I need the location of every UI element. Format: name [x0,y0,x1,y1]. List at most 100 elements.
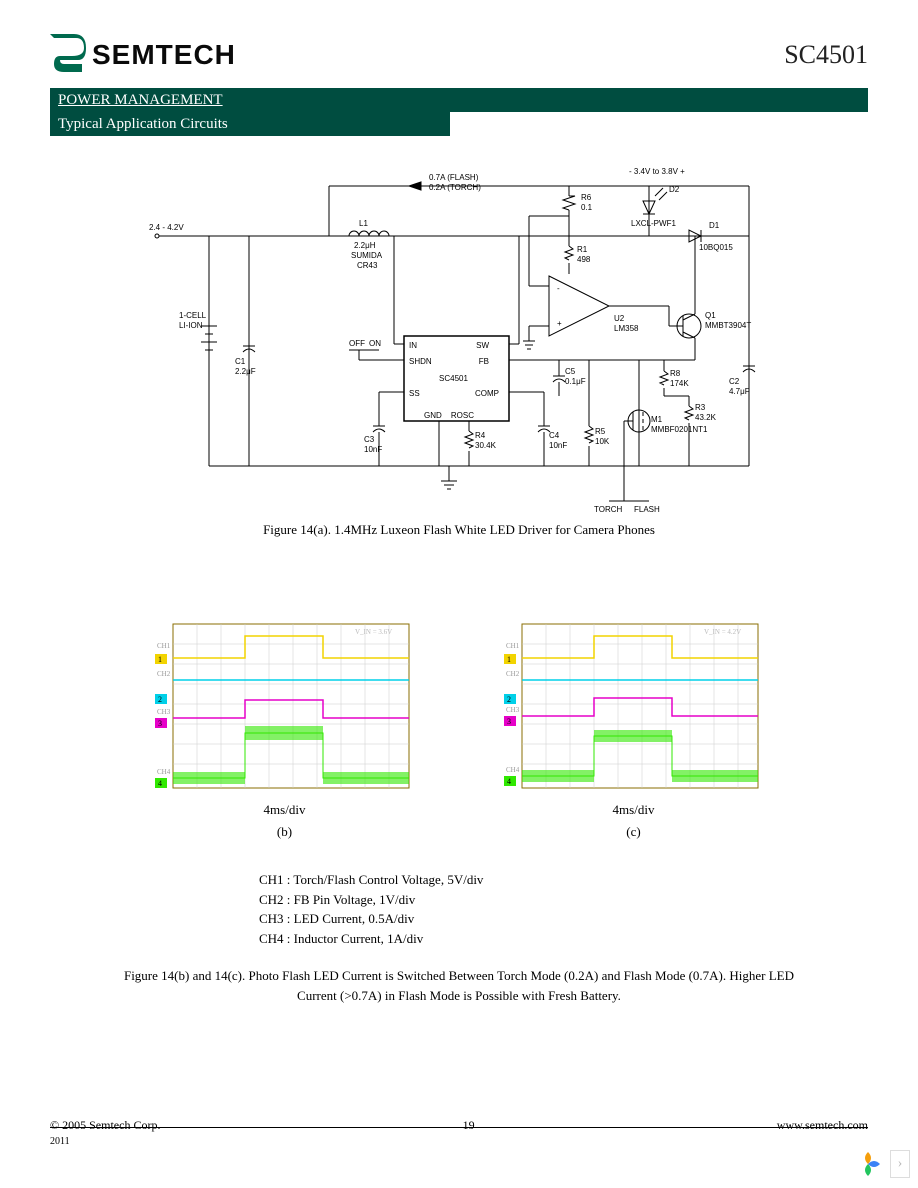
svg-text:C2: C2 [729,377,740,386]
svg-text:- 3.4V to 3.8V +: - 3.4V to 3.8V + [629,167,685,176]
svg-text:174K: 174K [670,379,689,388]
svg-text:R6: R6 [581,193,592,202]
page-header: SEMTECH SC4501 [50,30,868,80]
next-page-button[interactable]: › [890,1150,910,1178]
svg-text:30.4K: 30.4K [475,441,497,450]
svg-text:OFF: OFF [349,339,365,348]
figure-14bc-caption: Figure 14(b) and 14(c). Photo Flash LED … [110,966,808,1005]
svg-text:0.2A (TORCH): 0.2A (TORCH) [429,183,481,192]
svg-text:R1: R1 [577,245,588,254]
svg-text:1-CELL: 1-CELL [179,311,207,320]
svg-text:2.4 - 4.2V: 2.4 - 4.2V [149,223,184,232]
section-bar: POWER MANAGEMENT [50,88,868,112]
svg-text:10nF: 10nF [549,441,567,450]
svg-text:C5: C5 [565,367,576,376]
svg-text:3: 3 [158,719,162,728]
svg-text:U2: U2 [614,314,625,323]
svg-text:R5: R5 [595,427,606,436]
scope-b-sublabel: (b) [277,824,292,840]
channel-legend: CH1 : Torch/Flash Control Voltage, 5V/di… [259,870,659,948]
svg-text:C4: C4 [549,431,560,440]
svg-text:TORCH: TORCH [594,505,623,514]
legend-ch4: CH4 : Inductor Current, 1A/div [259,929,659,949]
svg-text:ON: ON [369,339,381,348]
svg-text:M1: M1 [651,415,663,424]
svg-text:L1: L1 [359,219,368,228]
svg-text:R3: R3 [695,403,706,412]
figure-14a-caption: Figure 14(a). 1.4MHz Luxeon Flash White … [50,522,868,538]
svg-text:C1: C1 [235,357,246,366]
svg-text:2: 2 [158,695,162,704]
part-number: SC4501 [784,40,868,70]
section-bar-text: POWER MANAGEMENT [58,92,223,108]
scope-b-xlabel: 4ms/div [264,802,306,818]
logo-text: SEMTECH [92,39,236,71]
scope-b-column: CH1 CH2 CH3 CH4 1 2 3 4 V_IN = 3.6V 4ms/… [155,618,415,840]
logo: SEMTECH [50,34,236,76]
footer-url: www.semtech.com [777,1118,868,1148]
svg-text:Q1: Q1 [705,311,716,320]
svg-text:D1: D1 [709,221,720,230]
svg-text:0.1: 0.1 [581,203,593,212]
svg-text:C3: C3 [364,435,375,444]
svg-text:GND: GND [424,411,442,420]
svg-text:3: 3 [507,717,511,726]
svg-text:CR43: CR43 [357,261,378,270]
svg-text:MMBF0201NT1: MMBF0201NT1 [651,425,708,434]
footer-page: 19 [463,1118,475,1148]
scope-c-sublabel: (c) [626,824,640,840]
svg-text:2.2μF: 2.2μF [235,367,256,376]
svg-text:FB: FB [479,357,489,366]
svg-text:SS: SS [409,389,420,398]
svg-text:SC4501: SC4501 [439,374,468,383]
scope-c-column: CH1 CH2 CH3 CH4 1 2 3 4 V_IN = 4.2V 4ms/… [504,618,764,840]
logo-icon [50,34,86,76]
viewer-controls: › [852,1148,910,1180]
footer-copyright: © 2005 Semtech Corp. 2011 [50,1118,160,1148]
svg-text:4.7μF: 4.7μF [729,387,750,396]
svg-text:+: + [557,319,562,328]
svg-text:CH1: CH1 [157,642,171,650]
svg-text:10nF: 10nF [364,445,382,454]
svg-text:FLASH: FLASH [634,505,660,514]
svg-text:MMBT3904T: MMBT3904T [705,321,751,330]
svg-text:CH3: CH3 [157,708,171,716]
svg-text:498: 498 [577,255,591,264]
svg-text:10K: 10K [595,437,610,446]
svg-text:2: 2 [507,695,511,704]
legend-ch1: CH1 : Torch/Flash Control Voltage, 5V/di… [259,870,659,890]
svg-text:4: 4 [507,777,511,786]
svg-text:CH4: CH4 [506,766,520,774]
page-root: SEMTECH SC4501 POWER MANAGEMENT Typical … [0,0,918,1188]
svg-text:1: 1 [507,655,511,664]
svg-text:1: 1 [158,655,162,664]
subsection-bar: Typical Application Circuits [50,112,450,136]
svg-text:R4: R4 [475,431,486,440]
scope-row: CH1 CH2 CH3 CH4 1 2 3 4 V_IN = 3.6V 4ms/… [50,618,868,840]
svg-text:SUMIDA: SUMIDA [351,251,383,260]
svg-text:LM358: LM358 [614,324,639,333]
svg-text:0.7A (FLASH): 0.7A (FLASH) [429,173,479,182]
scope-b: CH1 CH2 CH3 CH4 1 2 3 4 V_IN = 3.6V [155,618,415,798]
page-footer: © 2005 Semtech Corp. 2011 19 www.semtech… [50,1118,868,1148]
legend-ch3: CH3 : LED Current, 0.5A/div [259,909,659,929]
svg-text:D2: D2 [669,185,680,194]
schematic-diagram: 2.4 - 4.2V 0.7A (FLASH) 0.2A (TORCH) - 3… [149,146,769,516]
svg-text:V_IN = 3.6V: V_IN = 3.6V [355,628,392,636]
svg-text:LI-ION: LI-ION [179,321,203,330]
scope-c-xlabel: 4ms/div [613,802,655,818]
subsection-bar-text: Typical Application Circuits [58,116,228,132]
svg-text:CH4: CH4 [157,768,171,776]
svg-text:4: 4 [158,779,162,788]
svg-text:CH2: CH2 [506,670,520,678]
scope-c: CH1 CH2 CH3 CH4 1 2 3 4 V_IN = 4.2V [504,618,764,798]
svg-text:10BQ015: 10BQ015 [699,243,733,252]
svg-text:ROSC: ROSC [451,411,474,420]
svg-text:CH2: CH2 [157,670,171,678]
svg-text:LXCL-PWF1: LXCL-PWF1 [631,219,676,228]
svg-text:CH3: CH3 [506,706,520,714]
svg-text:CH1: CH1 [506,642,520,650]
svg-text:2.2μH: 2.2μH [354,241,376,250]
viewer-logo-icon [852,1148,884,1180]
svg-text:R8: R8 [670,369,681,378]
